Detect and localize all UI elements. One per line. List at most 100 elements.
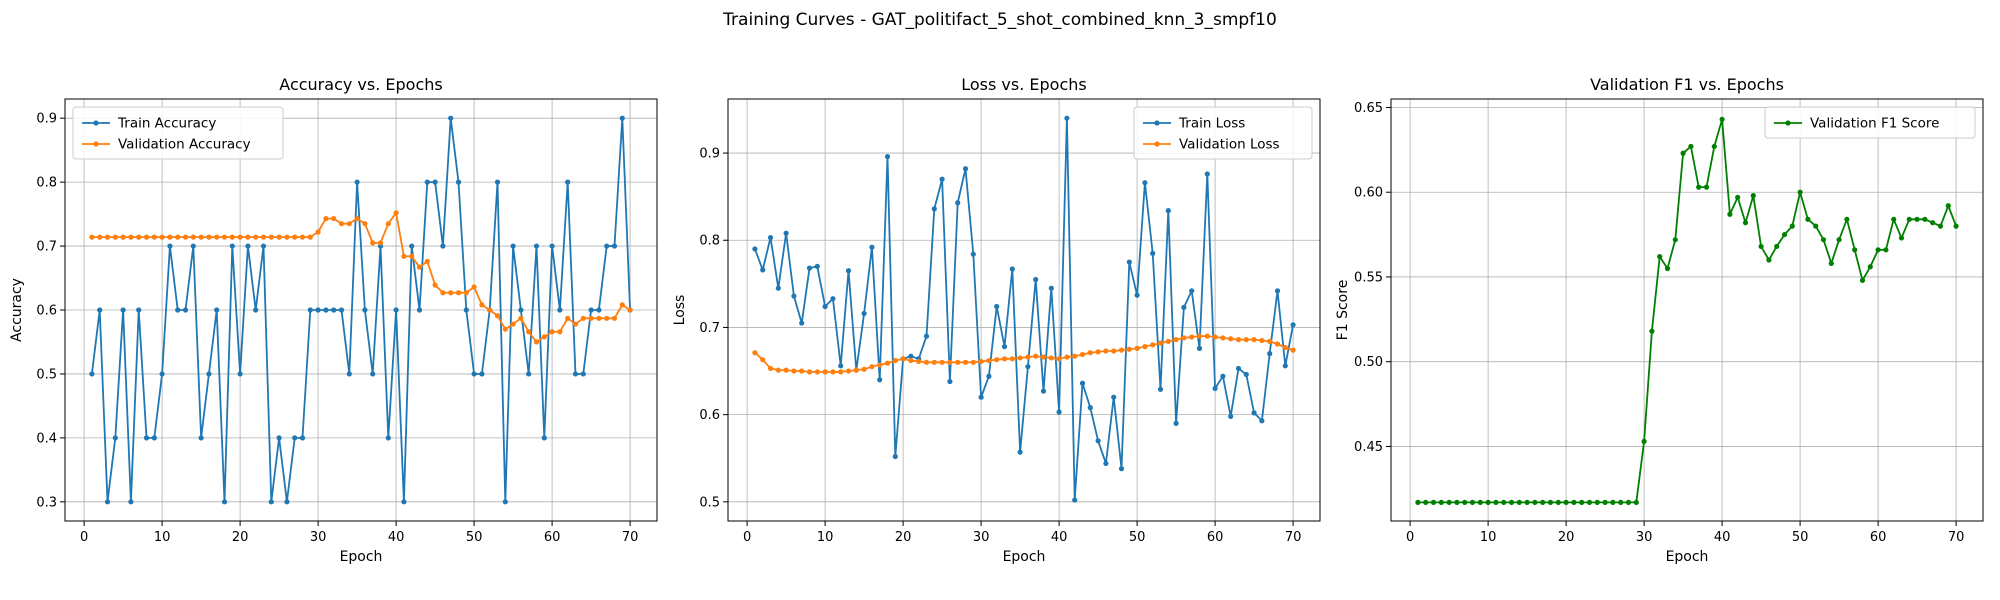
data-point bbox=[260, 243, 267, 249]
data-point bbox=[1852, 247, 1858, 253]
data-point bbox=[143, 234, 150, 240]
data-point bbox=[1009, 266, 1015, 272]
data-point bbox=[1602, 499, 1608, 505]
x-tick-label: 60 bbox=[544, 530, 561, 545]
legend-label: Validation Loss bbox=[1179, 137, 1280, 153]
data-point bbox=[1532, 499, 1538, 505]
data-point bbox=[923, 359, 930, 365]
data-point bbox=[962, 166, 969, 172]
data-point bbox=[1891, 216, 1897, 222]
data-point bbox=[791, 368, 797, 374]
data-point bbox=[916, 358, 922, 365]
data-point bbox=[159, 371, 165, 377]
data-point bbox=[416, 264, 423, 270]
data-point bbox=[1126, 259, 1132, 265]
data-point bbox=[245, 234, 251, 240]
data-point bbox=[572, 321, 579, 327]
data-point bbox=[1079, 351, 1086, 358]
data-point bbox=[830, 296, 836, 302]
chart-title: Loss vs. Epochs bbox=[961, 75, 1086, 94]
data-point bbox=[845, 368, 852, 374]
x-tick-label: 50 bbox=[1792, 530, 1809, 545]
data-point bbox=[526, 329, 532, 335]
data-point bbox=[1173, 337, 1179, 343]
data-point bbox=[1859, 277, 1866, 283]
data-point bbox=[892, 453, 898, 460]
x-tick-label: 40 bbox=[1714, 530, 1731, 545]
data-point bbox=[1524, 499, 1530, 505]
data-point bbox=[775, 285, 781, 291]
data-point bbox=[268, 234, 274, 240]
data-point bbox=[1508, 499, 1515, 505]
data-point bbox=[1914, 216, 1920, 222]
data-point bbox=[198, 435, 204, 441]
data-point bbox=[939, 359, 945, 365]
data-point bbox=[1118, 466, 1125, 472]
data-point bbox=[1844, 216, 1850, 222]
data-point bbox=[463, 307, 469, 313]
data-point bbox=[1501, 499, 1507, 505]
data-point bbox=[1173, 420, 1179, 426]
y-tick-label: 0.7 bbox=[699, 321, 720, 336]
data-point bbox=[1118, 347, 1125, 353]
data-point bbox=[892, 357, 898, 364]
legend-label: Validation F1 Score bbox=[1810, 116, 1939, 132]
data-point bbox=[1025, 354, 1031, 360]
data-point bbox=[1087, 350, 1093, 356]
data-point bbox=[596, 315, 602, 321]
data-point bbox=[424, 258, 430, 265]
data-point bbox=[1469, 499, 1476, 505]
legend: Train Accuracy Validation Accuracy bbox=[72, 106, 284, 160]
data-point bbox=[276, 234, 282, 240]
data-point bbox=[1282, 363, 1288, 369]
x-tick-label: 70 bbox=[1948, 530, 1965, 545]
x-axis-label: Epoch bbox=[1666, 549, 1709, 565]
data-point bbox=[1820, 237, 1827, 243]
data-point bbox=[1251, 337, 1257, 343]
y-axis-label: F1 Score bbox=[1335, 280, 1351, 341]
data-point bbox=[1181, 304, 1187, 310]
data-point bbox=[877, 377, 883, 383]
x-tick-label: 10 bbox=[817, 530, 834, 545]
data-point bbox=[346, 221, 352, 227]
data-point bbox=[1009, 356, 1015, 362]
data-point bbox=[1196, 333, 1203, 339]
data-point bbox=[838, 369, 844, 375]
x-tick-label: 30 bbox=[1636, 530, 1653, 545]
data-point bbox=[767, 235, 774, 241]
data-point bbox=[1079, 380, 1086, 386]
data-point bbox=[1774, 243, 1780, 250]
legend-label: Validation Accuracy bbox=[118, 137, 251, 153]
data-point bbox=[533, 243, 540, 249]
x-tick-label: 20 bbox=[1558, 530, 1575, 545]
x-tick-label: 50 bbox=[1129, 530, 1146, 545]
data-point bbox=[182, 307, 189, 313]
data-point bbox=[479, 302, 485, 308]
data-point bbox=[1134, 345, 1140, 351]
data-point bbox=[354, 215, 360, 222]
legend-marker bbox=[1785, 120, 1791, 126]
data-point bbox=[1828, 260, 1834, 266]
x-tick-label: 50 bbox=[466, 530, 483, 545]
data-point bbox=[190, 234, 196, 240]
chart-title: Validation F1 vs. Epochs bbox=[1590, 75, 1784, 94]
data-point bbox=[799, 368, 805, 374]
data-point bbox=[1134, 292, 1140, 298]
data-point bbox=[229, 243, 235, 249]
data-point bbox=[1001, 356, 1008, 362]
data-point bbox=[1680, 150, 1686, 156]
data-point bbox=[518, 315, 524, 321]
data-point bbox=[1204, 171, 1210, 177]
axes-frame bbox=[727, 98, 1321, 522]
data-point bbox=[190, 243, 196, 249]
data-point bbox=[1898, 235, 1905, 241]
data-point bbox=[1111, 348, 1117, 354]
data-point bbox=[1212, 385, 1218, 392]
y-tick-label: 0.6 bbox=[36, 304, 57, 319]
data-point bbox=[1415, 499, 1421, 505]
data-point bbox=[986, 357, 992, 364]
x-tick-label: 70 bbox=[1285, 530, 1302, 545]
x-tick-label: 70 bbox=[622, 530, 639, 545]
data-point bbox=[323, 307, 329, 313]
data-point bbox=[1477, 499, 1483, 505]
